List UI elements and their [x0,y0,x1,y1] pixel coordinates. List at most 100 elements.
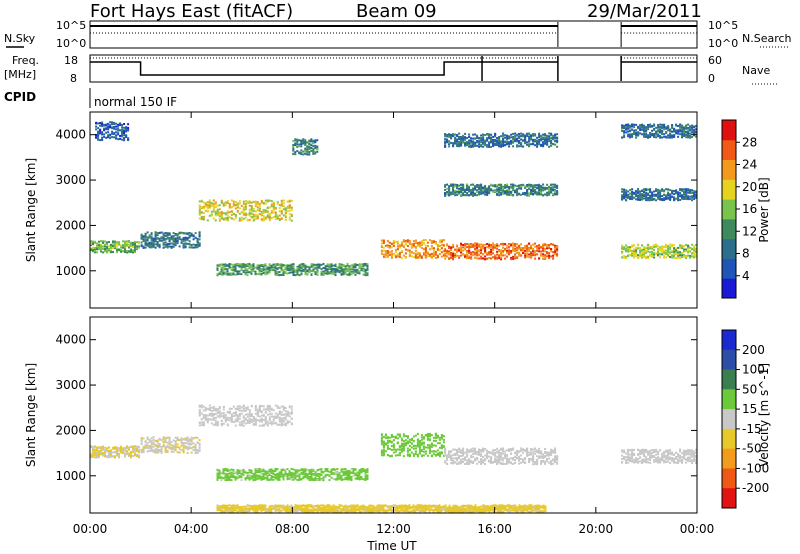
velocity-cell [158,445,161,448]
power-cell [110,243,112,246]
power-cell [635,129,638,132]
power-cell [396,248,399,251]
power-cell [224,213,227,216]
power-cell [452,187,455,190]
power-cell [324,269,327,272]
power-cell [284,207,287,210]
power-cell [188,232,191,235]
power-cell [476,242,479,245]
power-cell [536,186,539,189]
power-cell [358,272,361,275]
power-cell [266,266,269,269]
power-cell [663,125,666,128]
power-cell [200,218,203,221]
power-cell [382,255,385,258]
power-cell [524,193,527,196]
power-cell [314,263,317,266]
power-cell [250,271,253,274]
power-cell [673,250,676,253]
power-cell [502,142,505,145]
power-cell [154,240,157,243]
power-cell [304,264,307,267]
velocity-cell [200,417,203,420]
power-cell [446,255,449,258]
power-cell [679,199,682,201]
power-cell [530,191,533,194]
beam-title: Beam 09 [356,1,437,22]
power-cell [502,185,505,188]
power-cell [460,246,463,249]
power-cell [512,257,515,260]
power-cell [260,273,263,275]
power-cell [653,136,656,138]
power-cell [470,257,473,260]
power-cell [202,218,205,221]
power-cell [350,264,353,267]
power-cell [308,267,311,270]
power-cell [254,202,257,205]
power-cell [460,243,463,246]
power-cell [418,245,421,248]
power-cell [468,243,471,246]
power-cell [278,207,281,210]
power-cell [324,267,327,270]
velocity-cell [128,452,130,455]
power-cell [512,244,515,247]
power-cell [300,269,303,272]
power-cell [152,237,155,240]
power-cell [653,252,656,255]
power-cell [480,139,483,142]
power-cell [408,252,411,255]
power-cell [482,133,485,136]
power-cell [540,134,543,137]
power-cell [452,193,455,195]
power-cell [418,243,421,246]
power-cell [408,249,411,252]
velocity-cell [172,448,175,451]
power-cell [643,252,646,255]
velocity-cell [94,445,96,448]
power-cell [506,250,509,253]
power-cell [142,240,145,243]
power-cell [324,272,327,275]
power-cell [342,273,345,276]
power-cell [482,257,485,260]
power-cell [284,208,287,211]
power-cell [128,241,130,243]
power-cell [126,244,128,247]
velocity-cell [186,442,189,445]
power-cell [164,245,167,248]
power-cell [508,189,511,191]
power-cell [534,139,537,142]
power-cell [212,205,215,208]
power-cell [444,184,447,187]
power-cell [647,250,650,253]
power-cell [623,131,626,134]
power-cell [649,190,652,193]
power-cell [476,246,479,249]
power-cell [645,197,648,199]
power-cell [406,239,409,242]
power-cell [116,251,118,254]
power-cell [625,257,628,260]
power-cell [113,123,116,125]
power-cell [478,140,481,143]
power-cell [124,241,126,244]
power-cell [468,143,471,146]
power-cell [234,200,237,203]
power-cell [258,203,261,206]
power-cell [308,270,311,273]
power-cell [659,191,662,194]
power-cell [488,136,491,139]
power-cell [190,244,193,246]
power-cell [314,271,317,274]
power-cell [677,196,680,199]
power-cell [468,190,471,193]
power-cell [492,245,495,248]
power-cell [186,232,189,235]
power-cell [673,249,676,251]
power-cell [260,264,263,267]
power-cell [510,186,513,189]
power-cell [552,187,555,190]
power-cell [528,194,531,197]
